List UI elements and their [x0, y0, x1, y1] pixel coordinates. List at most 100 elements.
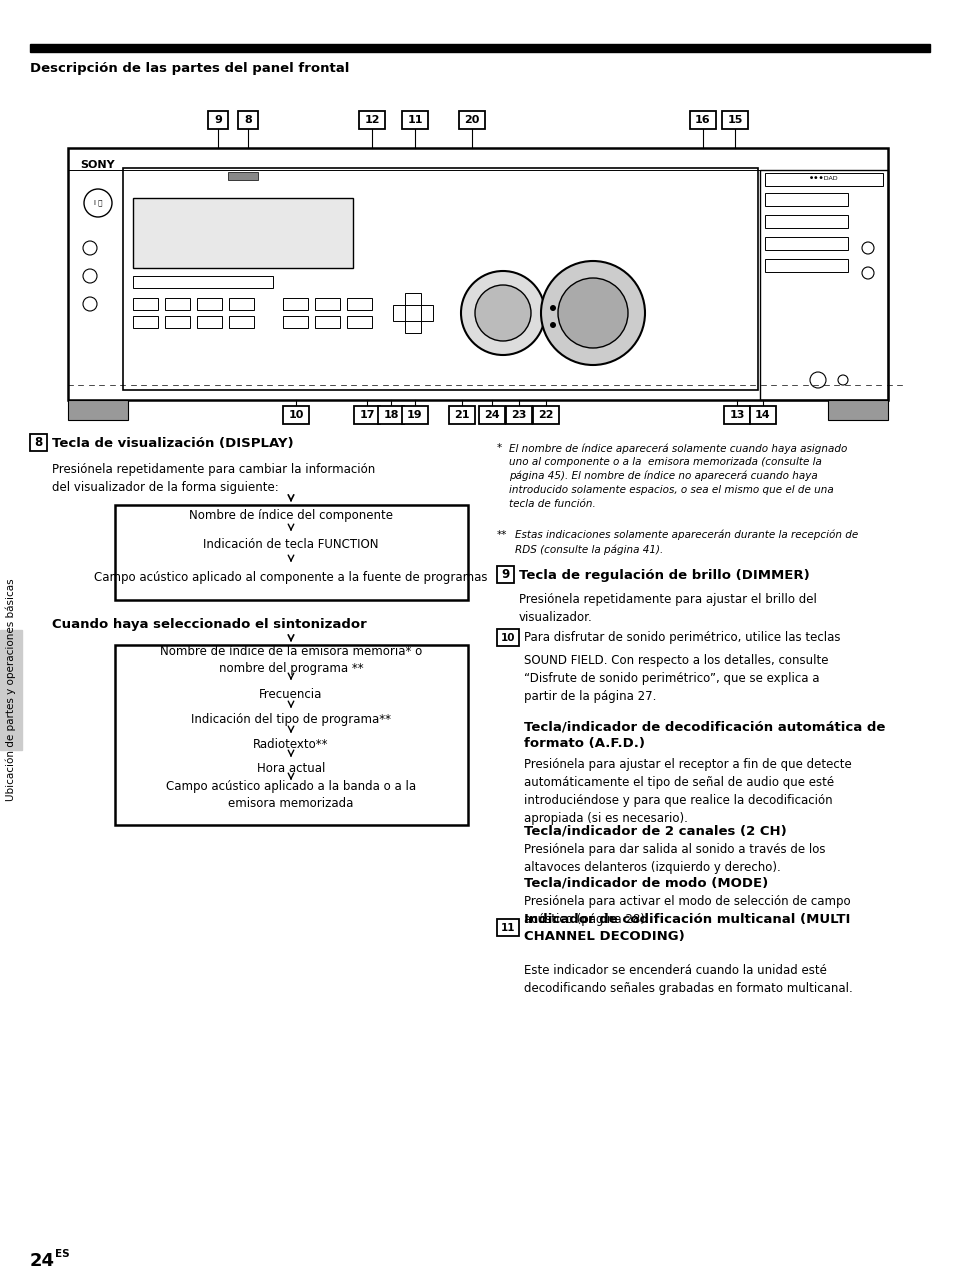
- Text: Indicación de tecla FUNCTION: Indicación de tecla FUNCTION: [203, 539, 378, 552]
- Text: 20: 20: [464, 115, 479, 125]
- Bar: [314, 298, 339, 310]
- Bar: [132, 316, 158, 327]
- Bar: [132, 298, 158, 310]
- Text: 16: 16: [695, 115, 710, 125]
- Bar: [68, 400, 128, 420]
- Text: Este indicador se encenderá cuando la unidad esté
decodificando señales grabadas: Este indicador se encenderá cuando la un…: [523, 964, 852, 995]
- Bar: [347, 298, 372, 310]
- Text: Radiotexto**: Radiotexto**: [253, 739, 329, 752]
- Text: SONY: SONY: [80, 161, 114, 169]
- Text: Presiónela repetidamente para cambiar la información
del visualizador de la form: Presiónela repetidamente para cambiar la…: [52, 462, 375, 494]
- Bar: [723, 406, 749, 424]
- Circle shape: [558, 278, 627, 348]
- Text: ⚫⚫⚫DAD: ⚫⚫⚫DAD: [808, 177, 838, 181]
- Bar: [764, 215, 847, 228]
- Text: 24: 24: [30, 1252, 55, 1270]
- Bar: [533, 406, 558, 424]
- Text: El nombre de índice aparecerá solamente cuando haya asignado
uno al componente o: El nombre de índice aparecerá solamente …: [509, 443, 846, 508]
- Text: Presiónela para dar salida al sonido a través de los
altavoces delanteros (izqui: Presiónela para dar salida al sonido a t…: [523, 843, 824, 874]
- Bar: [115, 505, 468, 600]
- Bar: [405, 293, 420, 333]
- Circle shape: [475, 285, 531, 341]
- Text: 13: 13: [728, 410, 744, 420]
- Text: Estas indicaciones solamente aparecerán durante la recepción de
RDS (consulte la: Estas indicaciones solamente aparecerán …: [515, 530, 858, 554]
- Bar: [505, 406, 532, 424]
- Bar: [764, 259, 847, 273]
- Text: Presiónela para activar el modo de selección de campo
acústico (página 28).: Presiónela para activar el modo de selec…: [523, 896, 850, 926]
- Text: Indicador de codificación multicanal (MULTI
CHANNEL DECODING): Indicador de codificación multicanal (MU…: [523, 912, 849, 943]
- Bar: [760, 169, 887, 400]
- Bar: [228, 172, 257, 180]
- Bar: [401, 406, 428, 424]
- Bar: [132, 197, 353, 268]
- Circle shape: [540, 261, 644, 364]
- Bar: [30, 45, 929, 52]
- Bar: [132, 276, 273, 288]
- Text: Tecla de regulación de brillo (DIMMER): Tecla de regulación de brillo (DIMMER): [518, 568, 809, 581]
- Text: 9: 9: [501, 568, 509, 581]
- Bar: [458, 111, 484, 129]
- Bar: [123, 168, 758, 390]
- Text: 9: 9: [213, 115, 222, 125]
- Bar: [749, 406, 775, 424]
- Bar: [393, 304, 433, 321]
- Text: Presiónela repetidamente para ajustar el brillo del
visualizador.: Presiónela repetidamente para ajustar el…: [518, 592, 816, 624]
- Bar: [115, 645, 468, 826]
- Text: 17: 17: [359, 410, 375, 420]
- Text: Presiónela para ajustar el receptor a fin de que detecte
automáticamente el tipo: Presiónela para ajustar el receptor a fi…: [523, 758, 851, 826]
- Text: 8: 8: [34, 437, 43, 450]
- Text: 12: 12: [364, 115, 379, 125]
- Bar: [721, 111, 747, 129]
- Text: 11: 11: [500, 922, 515, 933]
- Bar: [196, 298, 222, 310]
- Bar: [0, 631, 22, 750]
- Text: 21: 21: [454, 410, 469, 420]
- Bar: [283, 298, 308, 310]
- Text: Ubicación de partes y operaciones básicas: Ubicación de partes y operaciones básica…: [6, 578, 16, 801]
- Bar: [764, 237, 847, 250]
- Text: SOUND FIELD. Con respecto a los detalles, consulte
“Disfrute de sonido perimétri: SOUND FIELD. Con respecto a los detalles…: [523, 654, 827, 703]
- Text: 10: 10: [288, 410, 303, 420]
- Text: 24: 24: [484, 410, 499, 420]
- Text: 10: 10: [500, 633, 515, 643]
- Bar: [30, 434, 47, 451]
- Bar: [401, 111, 428, 129]
- Text: Hora actual: Hora actual: [256, 762, 325, 775]
- Bar: [358, 111, 385, 129]
- Bar: [165, 316, 190, 327]
- Bar: [165, 298, 190, 310]
- Bar: [347, 316, 372, 327]
- Text: Nombre de índice de la emisora memoria* o
nombre del programa **: Nombre de índice de la emisora memoria* …: [160, 645, 421, 675]
- Bar: [229, 316, 253, 327]
- Bar: [208, 111, 228, 129]
- Bar: [478, 406, 504, 424]
- Circle shape: [550, 304, 556, 311]
- Text: Frecuencia: Frecuencia: [259, 688, 322, 702]
- Text: ES: ES: [55, 1249, 70, 1259]
- Text: 22: 22: [537, 410, 553, 420]
- Text: Tecla/indicador de 2 canales (2 CH): Tecla/indicador de 2 canales (2 CH): [523, 826, 786, 838]
- Bar: [283, 406, 309, 424]
- Bar: [314, 316, 339, 327]
- Text: 11: 11: [407, 115, 422, 125]
- Text: Tecla/indicador de decodificación automática de
formato (A.F.D.): Tecla/indicador de decodificación automá…: [523, 720, 884, 750]
- Text: Tecla de visualización (DISPLAY): Tecla de visualización (DISPLAY): [52, 437, 294, 450]
- Text: Indicación del tipo de programa**: Indicación del tipo de programa**: [191, 713, 391, 726]
- Text: Campo acústico aplicado a la banda o a la
emisora memorizada: Campo acústico aplicado a la banda o a l…: [166, 780, 416, 810]
- Text: 14: 14: [755, 410, 770, 420]
- Text: Para disfrutar de sonido perimétrico, utilice las teclas: Para disfrutar de sonido perimétrico, ut…: [523, 632, 840, 645]
- Bar: [689, 111, 716, 129]
- Text: Nombre de índice del componente: Nombre de índice del componente: [189, 508, 393, 521]
- Bar: [497, 566, 514, 583]
- Bar: [68, 148, 887, 400]
- Text: 8: 8: [244, 115, 252, 125]
- Text: 19: 19: [407, 410, 422, 420]
- Text: *: *: [497, 443, 501, 454]
- Bar: [283, 316, 308, 327]
- Bar: [229, 298, 253, 310]
- Bar: [497, 919, 518, 936]
- Bar: [497, 629, 518, 646]
- Bar: [827, 400, 887, 420]
- Bar: [196, 316, 222, 327]
- Circle shape: [550, 322, 556, 327]
